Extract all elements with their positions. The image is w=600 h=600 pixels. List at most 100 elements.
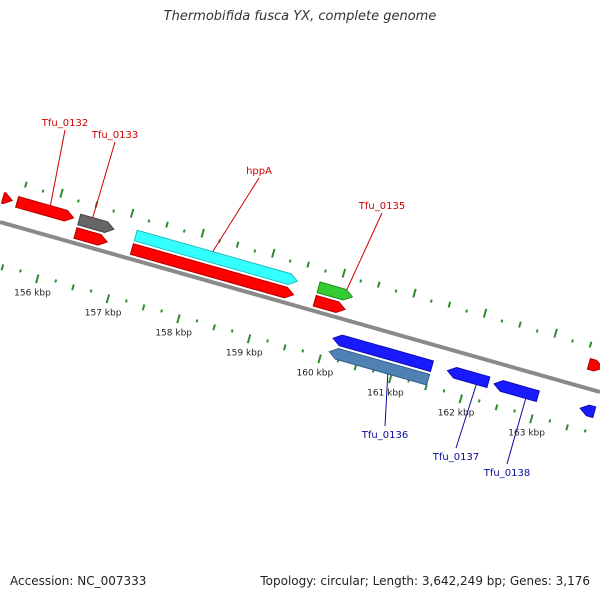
gene-arrow-red [15,195,75,222]
reverse-tick [317,354,322,364]
gene-arrow-blue [446,366,491,389]
forward-tick [271,248,276,258]
forward-tick [535,329,539,333]
gene-arrow-red [312,294,346,314]
kbp-label: 158 kbp [155,329,192,339]
map-title: Thermobifida fusca YX, complete genome [163,9,437,24]
gene-leader-line [384,373,389,427]
reverse-tick [19,269,22,273]
reverse-tick [0,264,5,271]
gene-arrow-red [73,227,109,246]
forward-tick [200,228,205,238]
kbp-label: 162 kbp [438,409,475,419]
forward-tick [482,308,488,318]
gene-leader-line [506,398,527,465]
reverse-tick [494,404,499,411]
reverse-tick [71,284,75,291]
backbone-line [0,220,600,394]
gene-label: hppA [246,166,272,177]
kbp-label: 160 kbp [297,369,334,379]
reverse-tick [458,394,463,404]
gene-leader-line [212,177,260,252]
forward-tick [571,339,574,343]
reverse-tick [230,329,234,333]
forward-tick [182,229,186,233]
gene-leader-line [455,384,477,449]
reverse-tick [548,419,552,423]
tick-marks [0,181,593,433]
forward-tick [518,321,522,328]
gene-arrow-blue [332,334,435,373]
gene-arrow-blue [493,380,540,403]
accession-label: Accession: NC_007333 [10,574,147,588]
forward-tick [253,249,257,253]
forward-tick [129,208,135,218]
gene-arrow-steelblue [328,348,431,386]
reverse-tick [424,384,428,391]
kbp-label: 157 kbp [85,309,122,319]
forward-tick [447,301,452,308]
gene-label: Tfu_0135 [358,201,405,212]
gene-label: Tfu_0136 [361,430,408,441]
gene-arrow-cyan [133,229,299,285]
reverse-tick [266,339,269,343]
reverse-tick [89,289,93,293]
forward-tick [147,219,151,223]
forward-tick [429,299,433,303]
kbp-label: 161 kbp [367,389,404,399]
gene-label: Tfu_0137 [432,452,479,463]
kbp-label: 156 kbp [14,289,51,299]
gene-features [0,191,600,419]
gene-arrow-green [316,281,354,301]
reverse-tick [54,279,58,283]
reverse-tick [442,389,446,393]
kbp-label: 159 kbp [226,349,263,359]
forward-tick [412,288,417,298]
gene-leader-line [92,141,116,218]
forward-tick [553,328,558,338]
reverse-tick [353,364,358,371]
reverse-tick [246,334,252,344]
reverse-tick [477,399,481,403]
forward-tick [306,261,310,268]
reverse-tick [301,349,305,353]
gene-arrow-gray [77,213,115,233]
gene-label: Tfu_0133 [91,130,138,141]
forward-tick [24,181,28,188]
reverse-tick [124,299,128,303]
gene-arrow-blue [579,404,597,419]
reverse-tick [529,414,534,424]
forward-tick [341,268,347,278]
forward-tick [235,241,240,248]
gene-leader-line [49,129,66,206]
reverse-tick [176,314,181,324]
reverse-tick [35,274,40,284]
genome-backbone [0,220,600,394]
reverse-tick [513,409,516,413]
forward-tick [165,221,169,228]
forward-tick [394,289,398,293]
reverse-tick [388,374,393,384]
forward-tick [59,188,64,198]
reverse-tick [160,309,163,313]
kbp-labels: 156 kbp 157 kbp 158 kbp 159 kbp 160 kbp 161 k… [14,289,545,439]
forward-tick [288,259,292,263]
forward-tick [112,209,116,213]
forward-tick [359,279,363,283]
gene-label: Tfu_0132 [41,118,88,129]
forward-tick [588,341,593,348]
reverse-tick [105,294,111,304]
forward-tick [377,281,381,288]
kbp-label: 163 kbp [508,429,545,439]
gene-leader-line [346,212,383,290]
reverse-tick [212,324,216,331]
reverse-tick [583,429,587,433]
reverse-tick [282,344,287,351]
gene-arrow-red [586,357,600,372]
reverse-tick [565,424,569,431]
reverse-tick [141,304,146,311]
forward-tick [41,189,45,193]
forward-tick [465,309,468,313]
